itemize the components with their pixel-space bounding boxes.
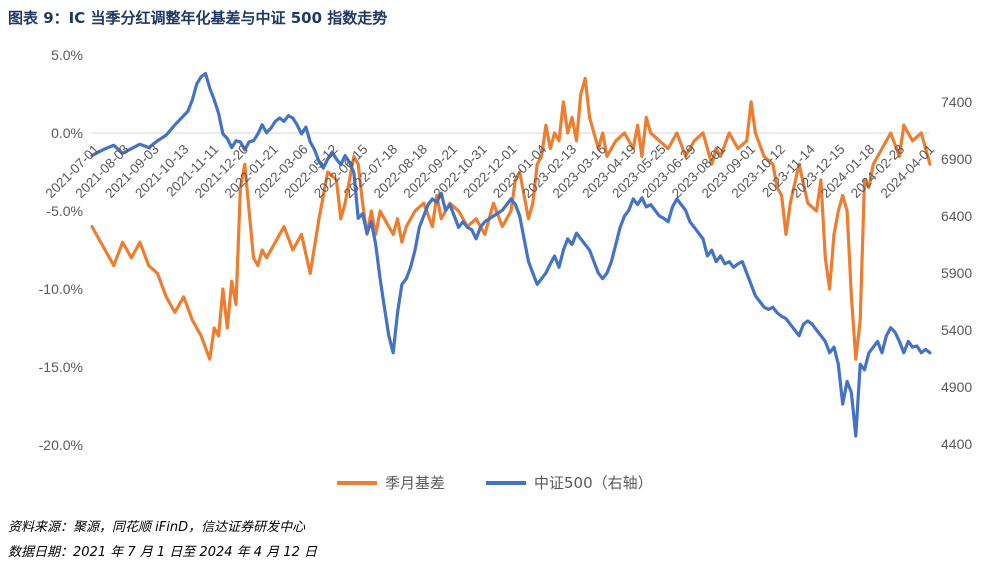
chart-title: 图表 9：IC 当季分红调整年化基差与中证 500 指数走势 [8, 9, 388, 27]
right-tick-label: 4900 [941, 379, 972, 395]
right-tick-label: 7400 [941, 94, 972, 110]
left-tick-label: 5.0% [51, 47, 83, 63]
left-tick-label: -10.0% [39, 281, 83, 297]
series-line-index [90, 71, 932, 438]
legend: 季月基差 中证500（右轴） [337, 474, 653, 492]
left-tick-label: -5.0% [46, 203, 83, 219]
left-tick-label: -15.0% [39, 359, 83, 375]
right-tick-label: 6400 [941, 208, 972, 224]
left-axis-ticks: 5.0% 0.0% -5.0% -10.0% -15.0% -20.0% [39, 47, 930, 453]
left-tick-label: 0.0% [51, 125, 83, 141]
left-tick-label: -20.0% [39, 437, 83, 453]
right-axis-ticks: 7400 6900 6400 5900 5400 4900 4400 [941, 94, 972, 452]
legend-label-basis: 季月基差 [385, 474, 445, 492]
right-tick-label: 5400 [941, 322, 972, 338]
right-tick-label: 6900 [941, 151, 972, 167]
date-note: 数据日期：2021 年 7 月 1 日至 2024 年 4 月 12 日 [8, 545, 317, 560]
x-axis-ticks: 2021-07-012021-08-032021-09-032021-10-13… [43, 141, 937, 201]
source-note: 资料来源：聚源，同花顺 iFinD，信达证券研发中心 [8, 520, 306, 535]
right-tick-label: 5900 [941, 265, 972, 281]
plot-area [90, 71, 932, 438]
right-tick-label: 4400 [941, 436, 972, 452]
series-line-basis [90, 76, 932, 361]
legend-label-index: 中证500（右轴） [534, 474, 653, 492]
